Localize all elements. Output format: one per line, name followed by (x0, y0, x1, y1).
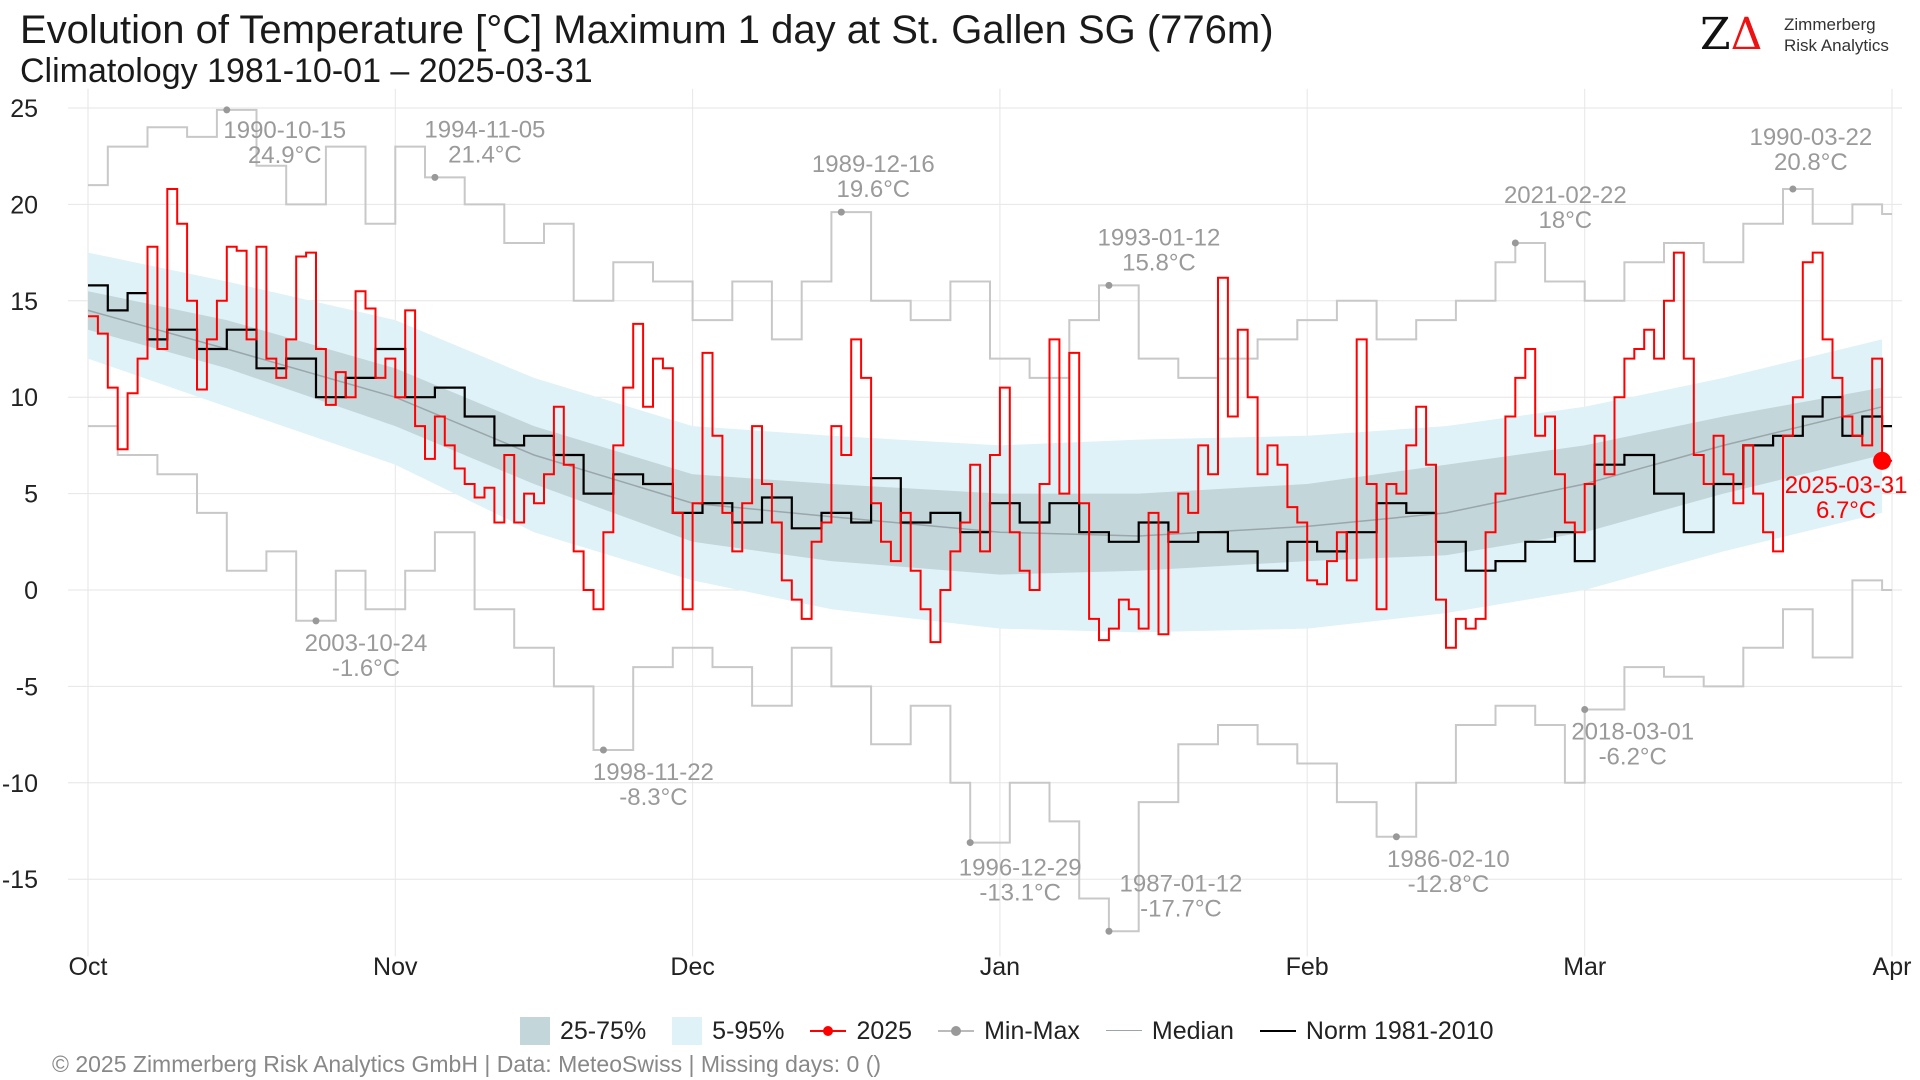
x-tick-label: Oct (69, 953, 108, 981)
logo-mark: ZΔ (1700, 10, 1762, 60)
temperature-chart: 25 20 15 10 5 0 -5 -10 -15 Oct Nov Dec Jan Feb Mar Apr 1… (2, 88, 1912, 981)
annotation-value: 6.7°C (1816, 497, 1876, 524)
percentile-bands (88, 252, 1883, 633)
y-tick-label: -5 (16, 673, 38, 701)
annotation-value: -1.6°C (332, 655, 400, 682)
x-tick-label: Jan (980, 953, 1020, 981)
annotation-date: 2021-02-22 (1504, 182, 1627, 209)
annotation-date: 1987-01-12 (1120, 870, 1243, 897)
legend-item-2025: 2025 (810, 1017, 912, 1046)
band-25-75 (88, 291, 1883, 575)
annotation-date: 1998-11-22 (593, 759, 714, 786)
x-tick-label: Feb (1286, 953, 1329, 981)
annotation-date: 1990-03-22 (1749, 124, 1872, 151)
annotation-value: -17.7°C (1140, 895, 1222, 922)
annotation-date: 1986-02-10 (1387, 846, 1510, 873)
annotation-dot (1873, 451, 1892, 470)
legend-label-min-max: Min-Max (984, 1016, 1080, 1045)
chart-legend: 25-75% 5-95% 2025 Min-Max Median Norm 19… (520, 1016, 1520, 1046)
annotation-value: -13.1°C (979, 880, 1061, 907)
annotation-dot (312, 617, 320, 625)
annotation-value: -12.8°C (1408, 871, 1490, 898)
y-tick-label: 5 (24, 481, 38, 509)
annotation-dot (1581, 706, 1589, 714)
annotation-date: 2025-03-31 (1785, 472, 1908, 499)
x-tick-label: Dec (670, 953, 714, 981)
legend-label-median: Median (1151, 1016, 1234, 1045)
logo-text-line1: Zimmerberg (1784, 15, 1876, 34)
legend-item-norm: Norm 1981-2010 (1259, 1016, 1494, 1046)
annotation-value: 18°C (1539, 207, 1593, 234)
annotation-dot (1105, 927, 1113, 935)
y-tick-label: 15 (10, 288, 38, 316)
series-line-2025 (88, 188, 1892, 649)
chart-subtitle: Climatology 1981-10-01 – 2025-03-31 (20, 52, 593, 90)
annotation-date: 1989-12-16 (812, 151, 935, 178)
legend-swatch-5-95 (672, 1017, 703, 1045)
y-tick-label: 25 (10, 95, 38, 123)
annotation-dot (599, 746, 607, 754)
legend-label-5-95: 5-95% (712, 1016, 785, 1045)
annotation-dot (1392, 833, 1400, 841)
annotation-date: 1990-10-15 (223, 117, 346, 144)
legend-item-median: Median (1105, 1016, 1234, 1046)
footer-credit: © 2025 Zimmerberg Risk Analytics GmbH | … (52, 1051, 882, 1077)
chart-title: Evolution of Temperature [°C] Maximum 1 … (20, 8, 1274, 52)
annotation-value: -6.2°C (1599, 744, 1667, 771)
y-tick-label: -15 (2, 866, 38, 894)
legend-key-norm (1259, 1017, 1296, 1045)
legend-item-5-95: 5-95% (672, 1017, 784, 1046)
annotation-date: 1996-12-29 (959, 855, 1082, 882)
axis-labels: 25 20 15 10 5 0 -5 -10 -15 Oct Nov Dec Jan Feb Mar Apr (2, 95, 1912, 981)
x-tick-label: Nov (373, 953, 418, 981)
series-line-min (88, 425, 1892, 933)
x-tick-label: Apr (1873, 953, 1912, 981)
annotation-dot (837, 208, 845, 216)
annotation-dot (1511, 239, 1519, 247)
y-tick-label: 10 (10, 384, 38, 412)
annotation-value: 20.8°C (1774, 149, 1848, 176)
y-tick-label: -10 (2, 770, 38, 798)
logo-letter-z: Z (1700, 9, 1731, 60)
annotation-date: 1994-11-05 (424, 116, 545, 143)
logo-letter-delta: Δ (1730, 9, 1763, 60)
logo-text-line2: Risk Analytics (1784, 36, 1889, 55)
x-tick-label: Mar (1563, 953, 1606, 981)
legend-label-2025: 2025 (856, 1016, 913, 1045)
annotation-date: 1993-01-12 (1098, 224, 1221, 251)
annotation-dot (1105, 281, 1113, 289)
annotation-dot (1789, 185, 1797, 193)
annotation-dot (223, 106, 231, 114)
legend-key-2025 (810, 1017, 847, 1045)
series-lines (87, 108, 1892, 933)
company-logo: ZΔ Zimmerberg Risk Analytics (1700, 10, 1910, 60)
legend-swatch-25-75 (520, 1017, 550, 1045)
legend-key-min-max (938, 1017, 975, 1045)
annotation-value: 15.8°C (1122, 249, 1196, 276)
annotation-value: 21.4°C (448, 141, 522, 168)
annotation-value: -8.3°C (619, 784, 687, 811)
annotation-date: 2018-03-01 (1571, 719, 1694, 746)
y-tick-label: 0 (24, 577, 38, 605)
legend-label-norm: Norm 1981-2010 (1305, 1016, 1494, 1045)
annotation-dot (431, 173, 439, 181)
logo-text: Zimmerberg Risk Analytics (1784, 14, 1889, 56)
annotation-dot (966, 839, 974, 847)
y-tick-label: 20 (10, 191, 38, 219)
series-line-max (88, 108, 1892, 379)
legend-label-25-75: 25-75% (560, 1016, 647, 1045)
legend-item-25-75: 25-75% (520, 1017, 646, 1046)
annotation-value: 19.6°C (836, 176, 910, 203)
annotation-value: 24.9°C (248, 142, 322, 169)
annotation-date: 2003-10-24 (305, 630, 428, 657)
legend-key-median (1105, 1017, 1142, 1045)
legend-item-min-max: Min-Max (938, 1017, 1080, 1046)
